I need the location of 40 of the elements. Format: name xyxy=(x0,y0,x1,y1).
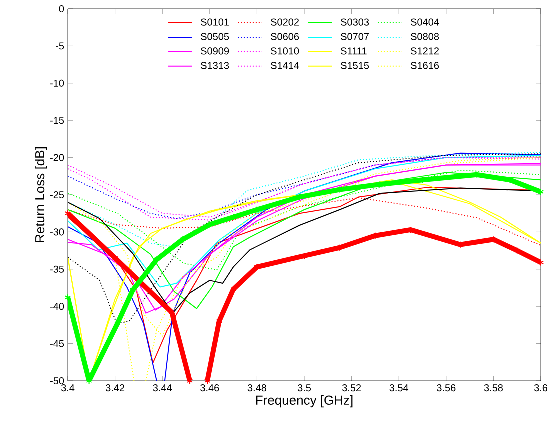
legend-label: S0909 xyxy=(201,48,230,55)
x-tick-label: 3.58 xyxy=(484,384,503,392)
legend-label: S1212 xyxy=(411,48,439,55)
legend-label: S0707 xyxy=(341,33,369,40)
x-tick-label: 3.6 xyxy=(534,384,548,392)
legend-label: S0404 xyxy=(411,18,440,26)
legend-label: S1616 xyxy=(411,62,440,70)
y-axis-title: Return Loss [dB] xyxy=(35,148,48,242)
y-tick-label: -5 xyxy=(56,42,64,50)
y-tick-label: 0 xyxy=(59,5,64,13)
x-tick-label: 3.4 xyxy=(61,384,75,392)
legend-label: S0505 xyxy=(201,33,230,40)
x-tick-label: 3.52 xyxy=(342,384,362,392)
y-tick-label: -25 xyxy=(50,191,64,199)
x-tick-label: 3.56 xyxy=(437,384,456,392)
x-axis-title: Frequency [GHz] xyxy=(256,395,353,408)
x-tick-label: 3.48 xyxy=(248,384,266,392)
x-tick-label: 3.54 xyxy=(390,384,409,392)
x-tick-label: 3.44 xyxy=(153,384,172,392)
y-tick-label: -35 xyxy=(50,266,64,273)
y-tick-label: -40 xyxy=(50,303,64,310)
legend-label: S0808 xyxy=(411,33,440,40)
x-tick-label: 3.42 xyxy=(106,384,125,392)
x-tick-label: 3.5 xyxy=(298,384,312,392)
legend-label: S0606 xyxy=(271,33,300,40)
legend-label: S1010 xyxy=(271,48,300,55)
y-tick-label: -15 xyxy=(50,117,64,124)
legend-label: S1313 xyxy=(201,62,230,70)
legend-label: S1515 xyxy=(341,62,370,70)
y-tick-label: -45 xyxy=(50,340,64,348)
y-tick-label: -20 xyxy=(50,154,64,162)
y-tick-label: -10 xyxy=(50,80,64,87)
y-tick-label: -50 xyxy=(50,377,64,385)
legend-label: S1111 xyxy=(341,48,367,55)
legend-label: S0202 xyxy=(271,18,300,26)
x-tick-label: 3.46 xyxy=(200,384,220,392)
legend-label: S1414 xyxy=(271,62,300,70)
legend-label: S0101 xyxy=(201,18,230,26)
y-tick-label: -30 xyxy=(50,228,64,236)
legend-label: S0303 xyxy=(341,18,370,26)
